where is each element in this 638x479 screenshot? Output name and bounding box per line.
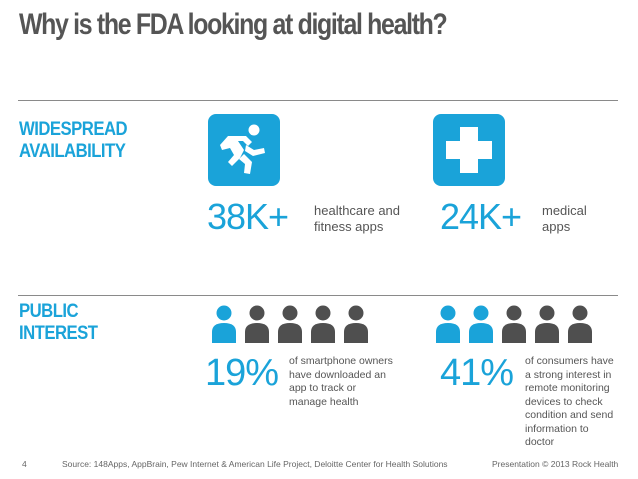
person-icon [344, 305, 368, 343]
stat-value-medical-apps: 24K+ [440, 196, 522, 237]
source-citation: Source: 148Apps, AppBrain, Pew Internet … [62, 459, 448, 469]
stat-description-line: of smartphone owners [289, 355, 393, 367]
person-icon [278, 305, 302, 343]
stat-description-consumers: of consumers have a strong interest in rem… [525, 355, 614, 450]
medical-cross-icon [433, 114, 505, 186]
person-icon-highlighted [436, 305, 460, 343]
stat-description-line: of consumers have [525, 355, 614, 367]
stat-description-line: have downloaded an [289, 368, 386, 381]
stat-description-line: medical [542, 203, 587, 218]
section-divider-top [18, 100, 618, 101]
stat-value-smartphone: 19% [205, 352, 279, 394]
presentation-credit: Presentation © 2013 Rock Health [492, 459, 619, 469]
section-label-interest: PUBLIC INTEREST [19, 301, 98, 345]
stat-description-apps: healthcare and fitness apps [314, 203, 400, 235]
running-person-icon [208, 114, 280, 186]
stat-description-line: healthcare and [314, 203, 401, 218]
stat-description-medical-apps: medical apps [542, 203, 587, 235]
stat-description-line: app to track or [289, 382, 357, 394]
stat-description-smartphone: of smartphone owners have downloaded an ap… [289, 355, 393, 409]
person-icon [311, 305, 335, 343]
stat-description-line: condition and send [525, 409, 614, 421]
section-label-line: INTEREST [19, 323, 98, 344]
person-icon-highlighted [469, 305, 493, 343]
stat-value-apps: 38K+ [207, 196, 289, 237]
section-label-line: WIDESPREAD [19, 119, 128, 140]
person-icon [245, 305, 269, 343]
stat-description-line: fitness apps [314, 219, 384, 234]
page-number: 4 [22, 459, 27, 469]
stat-description-line: apps [542, 219, 571, 234]
person-icon-highlighted [212, 305, 236, 343]
section-label-line: AVAILABILITY [19, 141, 126, 162]
section-label-availability: WIDESPREAD AVAILABILITY [19, 119, 128, 163]
person-icon [502, 305, 526, 343]
section-divider-middle [18, 295, 618, 296]
stat-description-line: a strong interest in [525, 368, 612, 381]
stat-description-line: manage health [289, 395, 359, 408]
page-title: Why is the FDA looking at digital health… [19, 8, 448, 41]
person-icon [568, 305, 592, 343]
person-icon [535, 305, 559, 343]
stat-description-line: remote monitoring [525, 382, 610, 394]
section-label-line: PUBLIC [19, 301, 79, 322]
stat-description-line: doctor [525, 436, 555, 448]
stat-description-line: devices to check [525, 395, 603, 408]
stat-description-line: information to [525, 422, 589, 435]
stat-value-consumers: 41% [440, 352, 514, 394]
